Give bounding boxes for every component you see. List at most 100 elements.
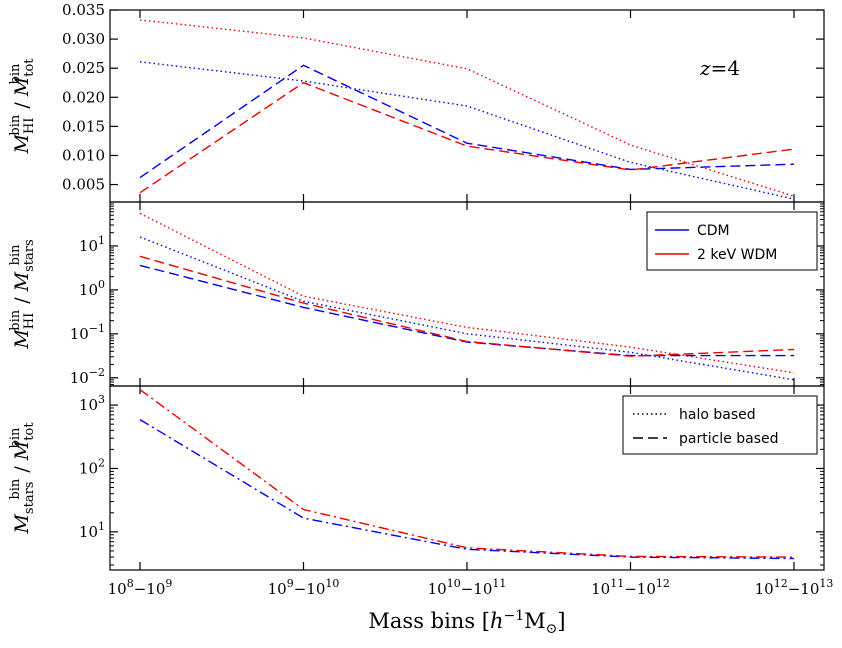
x-label-sun: ⊙ <box>546 621 558 637</box>
y-label-den-sub: tot <box>22 58 37 77</box>
y-label-num-sup: bin <box>8 478 23 499</box>
y-tick-label: 102 <box>79 456 105 477</box>
series-line-wdm-dotted <box>139 212 795 374</box>
y-label-den-sub: tot <box>22 422 37 441</box>
y-tick-label: 0.030 <box>62 30 105 48</box>
series-line-cdm-dashdot <box>139 419 795 560</box>
y-tick-exponent: 1 <box>98 234 105 247</box>
x-tick-dash: − <box>624 580 637 598</box>
annotation-value: 4 <box>727 56 740 80</box>
legend-models: CDM 2 keV WDM <box>646 211 818 271</box>
y-label-den: M <box>11 440 33 461</box>
x-tick-base: 10 <box>591 580 610 598</box>
series-line-wdm-dashed <box>139 81 795 194</box>
x-tick-label: 109−1010 <box>268 577 340 598</box>
y-tick-base: 10 <box>79 281 98 299</box>
y-label-slash: / <box>11 460 33 478</box>
x-label-suffix: ] <box>557 609 565 633</box>
y-tick-exponent: 2 <box>98 456 105 469</box>
redshift-annotation: z=4 <box>699 56 740 80</box>
y-label-num-sub: HI <box>22 118 37 134</box>
x-tick-label: 1011−1012 <box>591 577 670 598</box>
y-tick-base: 10 <box>79 396 98 414</box>
y-label-num-sup: bin <box>8 309 23 330</box>
series-line-cdm-dashed <box>139 64 795 179</box>
y-label-num-sub: stars <box>22 482 37 515</box>
x-tick-base: 10 <box>755 580 774 598</box>
x-tick-base: 10 <box>268 580 287 598</box>
legend-label: particle based <box>679 431 779 447</box>
annotation-var: z <box>699 56 711 80</box>
x-tick-base: 10 <box>428 580 447 598</box>
y-tick-exponent: 1 <box>98 520 105 533</box>
legend-label: halo based <box>679 407 756 423</box>
y-label-slash: / <box>11 291 33 309</box>
y-label-slash: / <box>11 96 33 114</box>
x-tick-exponent: 9 <box>287 577 294 590</box>
x-tick-dash: − <box>294 580 307 598</box>
y-tick-exponent: −2 <box>89 366 105 379</box>
series-line-wdm-dotted <box>139 19 795 197</box>
y-tick-label: 0.025 <box>62 59 105 77</box>
y-label-den-sub: stars <box>22 239 37 272</box>
y-label-den: M <box>11 271 33 292</box>
y-tick-label: 101 <box>79 234 105 255</box>
y-label-den-sup: bin <box>8 427 23 448</box>
y-label-den-sup: bin <box>8 63 23 84</box>
y-axis-label: MHIbin / Mtotbin <box>8 58 37 155</box>
x-axis-label: Mass bins [h−1M⊙] <box>368 608 565 637</box>
x-tick-exponent: 12 <box>656 577 670 590</box>
x-tick-dash: − <box>134 580 147 598</box>
y-label-den: M <box>11 76 33 97</box>
series-line-wdm-dashdot <box>139 389 795 558</box>
x-tick-base: 10 <box>800 580 819 598</box>
x-tick-exponent: 10 <box>447 577 461 590</box>
y-tick-base: 10 <box>70 325 89 343</box>
x-tick-dash: − <box>788 580 801 598</box>
x-tick-base: 10 <box>146 580 165 598</box>
x-tick-label: 1012−1013 <box>755 577 834 598</box>
y-label-num: M <box>11 329 33 350</box>
series-line-cdm-dotted <box>139 236 795 381</box>
y-tick-base: 10 <box>79 237 98 255</box>
annotation-op: = <box>711 56 728 80</box>
y-label-num: M <box>11 514 33 535</box>
x-label-exp: −1 <box>504 608 525 624</box>
x-tick-label: 1010−1011 <box>428 577 507 598</box>
legend-styles: halo based particle based <box>622 395 818 455</box>
x-tick-label: 108−109 <box>108 577 173 598</box>
legend-label: CDM <box>697 223 730 239</box>
y-tick-label: 0.035 <box>62 1 105 19</box>
x-tick-exponent: 9 <box>165 577 172 590</box>
legend-box <box>646 211 818 271</box>
series-line-cdm-dotted <box>139 61 795 200</box>
y-label-num-sup: bin <box>8 114 23 135</box>
y-tick-exponent: 3 <box>98 393 105 406</box>
y-tick-exponent: −1 <box>89 322 105 335</box>
panel-hi-over-tot: 0.0050.0100.0150.0200.0250.0300.035MHIbi… <box>8 1 825 203</box>
x-tick-dash: − <box>461 580 474 598</box>
x-tick-exponent: 11 <box>610 577 624 590</box>
y-label-num: M <box>11 134 33 155</box>
x-tick-base: 10 <box>108 580 127 598</box>
x-tick-exponent: 8 <box>127 577 134 590</box>
y-tick-base: 10 <box>79 523 98 541</box>
y-tick-label: 0.020 <box>62 88 105 106</box>
legend-label: 2 keV WDM <box>697 247 777 263</box>
x-tick-base: 10 <box>637 580 656 598</box>
y-tick-exponent: 0 <box>98 278 105 291</box>
y-axis-label: MHIbin / Mstarsbin <box>8 239 37 349</box>
x-tick-exponent: 13 <box>819 577 833 590</box>
y-tick-label: 0.015 <box>62 117 105 135</box>
x-tick-base: 10 <box>306 580 325 598</box>
y-tick-label: 10−1 <box>70 322 105 343</box>
y-tick-label: 0.010 <box>62 146 105 164</box>
y-tick-label: 10−2 <box>70 366 105 387</box>
legend-box <box>622 395 818 455</box>
y-tick-label: 101 <box>79 520 105 541</box>
y-tick-label: 100 <box>79 278 105 299</box>
x-label-prefix: Mass bins [ <box>368 609 490 633</box>
y-label-num-sub: HI <box>22 313 37 329</box>
